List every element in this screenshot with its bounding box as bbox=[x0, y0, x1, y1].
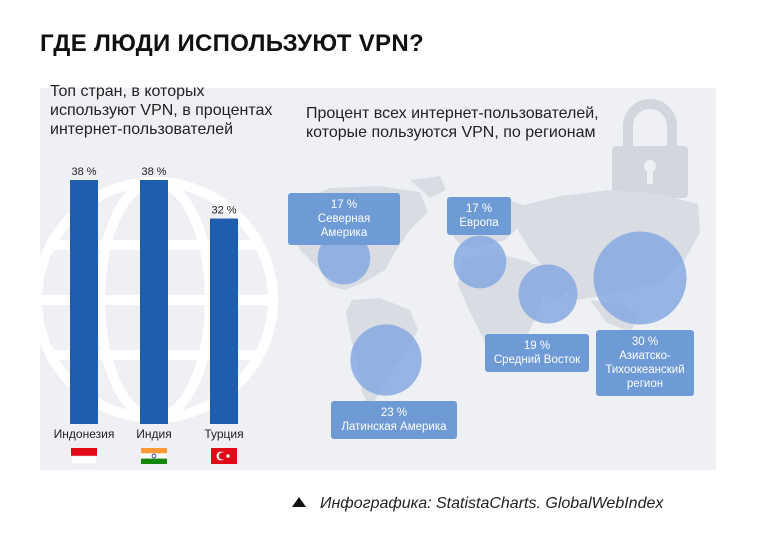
callout-region: Средний Восток bbox=[493, 354, 581, 366]
map-subtitle: Процент всех интернет-пользователей, кот… bbox=[306, 105, 599, 141]
callout-value: 17 % bbox=[465, 203, 493, 215]
callout-asia-pacific: 30 % Азиатско-Тихоокеанский регион bbox=[596, 330, 694, 396]
callout-north-america: 17 % Северная Америка bbox=[288, 193, 400, 245]
callout-middle-east: 19 % Средний Восток bbox=[485, 334, 589, 372]
turkey-flag-icon bbox=[211, 448, 237, 464]
bar-category-label: Индонезия bbox=[54, 427, 115, 441]
bar-category-label: Индия bbox=[136, 427, 171, 441]
callout-latin-america: 23 % Латинская Америка bbox=[331, 401, 457, 439]
region-bubble-3 bbox=[593, 231, 687, 325]
bubbles-layer bbox=[317, 231, 687, 396]
bar-chart-subtitle: Топ стран, в которых используют VPN, в п… bbox=[50, 83, 273, 138]
triangle-icon bbox=[292, 497, 306, 507]
callout-value: 19 % bbox=[523, 340, 551, 352]
callout-value: 17 % bbox=[330, 199, 358, 211]
bar-value-label: 38 % bbox=[71, 166, 96, 178]
india-flag-icon bbox=[141, 448, 167, 464]
callout-region: Латинская Америка bbox=[341, 421, 447, 433]
callout-region: Азиатско-Тихоокеанский регион bbox=[605, 350, 685, 390]
lock-icon bbox=[612, 99, 688, 198]
callout-value: 30 % bbox=[631, 336, 659, 348]
region-bubble-4 bbox=[350, 324, 422, 396]
bar-0 bbox=[70, 180, 98, 424]
bar-1 bbox=[140, 180, 168, 424]
callout-value: 23 % bbox=[380, 407, 408, 419]
bar-value-label: 32 % bbox=[211, 205, 236, 217]
callout-region: Северная Америка bbox=[317, 213, 371, 239]
bar-value-label: 38 % bbox=[141, 166, 166, 178]
bars-layer: 38 % Индонезия 38 % Индия 32 % Турция bbox=[54, 166, 244, 465]
bar-2 bbox=[210, 218, 238, 424]
page-title: ГДЕ ЛЮДИ ИСПОЛЬЗУЮТ VPN? bbox=[40, 30, 424, 57]
callout-region: Европа bbox=[459, 217, 499, 229]
region-bubble-1 bbox=[453, 235, 507, 289]
bar-category-label: Турция bbox=[204, 427, 243, 441]
indonesia-flag-icon bbox=[70, 448, 98, 465]
region-bubble-2 bbox=[518, 264, 578, 324]
source-note: Инфографика: StatistaCharts. GlobalWebIn… bbox=[292, 495, 663, 513]
source-text: Инфографика: StatistaCharts. GlobalWebIn… bbox=[320, 495, 664, 512]
callout-europe: 17 % Европа bbox=[447, 197, 511, 235]
